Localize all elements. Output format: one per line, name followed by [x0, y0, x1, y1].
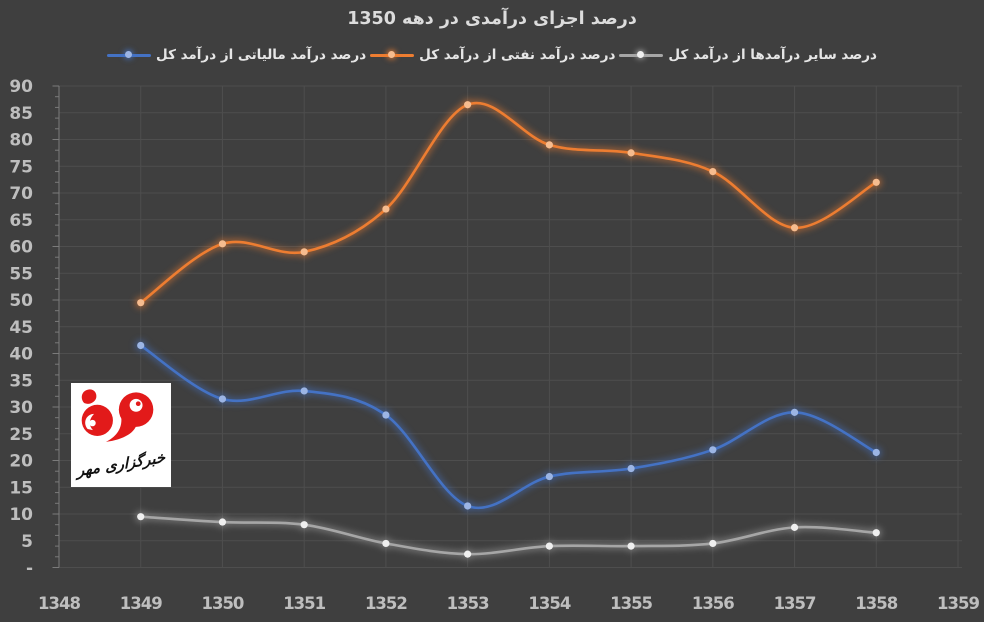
data-point-marker [300, 387, 308, 395]
svg-text:1358: 1358 [855, 594, 897, 613]
data-point-marker [709, 446, 717, 454]
series-path [139, 344, 878, 510]
legend-label-other-income: درصد سایر درآمدها از درآمد کل [668, 47, 877, 63]
legend-item-oil-income: درصد درآمد نفتی از درآمد کل [370, 47, 615, 63]
series-line [135, 339, 882, 512]
data-point-marker [545, 141, 553, 149]
svg-text:45: 45 [9, 318, 33, 338]
series-line [135, 99, 882, 309]
svg-text:5: 5 [21, 532, 33, 552]
svg-text:90: 90 [9, 77, 33, 97]
svg-text:1355: 1355 [610, 594, 652, 613]
mehr-news-watermark: خبرگزاری مهر [71, 383, 171, 487]
svg-text:10: 10 [9, 505, 33, 525]
series-path [139, 515, 878, 556]
svg-text:1353: 1353 [447, 594, 489, 613]
data-point-marker [218, 518, 227, 526]
svg-text:1359: 1359 [937, 594, 979, 613]
data-point-marker [382, 539, 390, 548]
svg-text:1354: 1354 [528, 594, 570, 613]
data-point-marker [790, 408, 799, 416]
data-point-marker [218, 240, 227, 248]
svg-text:1357: 1357 [774, 594, 816, 613]
data-point-marker [464, 502, 472, 510]
mehr-agency-name: خبرگزاری مهر [76, 447, 166, 481]
data-point-marker [627, 149, 635, 157]
svg-text:1356: 1356 [692, 594, 734, 613]
legend-label-oil-income: درصد درآمد نفتی از درآمد کل [419, 47, 616, 63]
svg-text:40: 40 [9, 345, 33, 365]
mehr-logo-emblem-icon [81, 389, 154, 442]
svg-text:20: 20 [9, 452, 33, 472]
svg-text:1350: 1350 [201, 594, 243, 613]
y-axis [52, 85, 60, 568]
data-point-marker [872, 448, 880, 457]
svg-text:55: 55 [9, 264, 33, 284]
data-point-marker [300, 248, 308, 256]
x-axis-labels: 1348 1349 1350 1351 1352 1353 1354 1355 1356 1357… [38, 594, 980, 613]
data-point-marker [872, 178, 880, 186]
line-dot-marker-icon [107, 50, 152, 60]
svg-text:25: 25 [9, 425, 33, 445]
y-axis-labels: 90 85 80 75 70 65 60 55 50 45 40 35 30 25 20 15 10 5 - [9, 77, 33, 579]
svg-text:60: 60 [9, 238, 33, 258]
gridlines [58, 85, 962, 568]
svg-text:1352: 1352 [365, 594, 407, 613]
data-point-marker [872, 529, 880, 537]
legend-item-other-income: درصد سایر درآمدها از درآمد کل [619, 47, 877, 63]
data-point-marker [464, 101, 472, 109]
data-point-marker [382, 205, 390, 213]
data-point-marker [709, 168, 717, 176]
legend-label-tax-income: درصد درآمد مالیاتی از درآمد کل [156, 47, 367, 63]
svg-text:30: 30 [9, 398, 33, 418]
data-point-marker [545, 472, 553, 481]
svg-text:75: 75 [9, 157, 33, 177]
chart-title: درصد اجزای درآمدی در دهه 1350 [347, 9, 637, 29]
series-line [135, 511, 882, 560]
data-point-marker [790, 224, 799, 232]
svg-text:1348: 1348 [38, 594, 80, 613]
data-point-marker [627, 464, 635, 473]
data-point-marker [464, 550, 472, 558]
data-point-marker [627, 542, 635, 550]
data-point-marker [382, 411, 390, 419]
data-point-marker [137, 513, 145, 521]
svg-text:-: - [26, 559, 33, 579]
data-point-marker [790, 523, 799, 531]
chart-legend: درصد سایر درآمدها از درآمد کل درصد درآمد… [0, 42, 984, 68]
data-point-marker [709, 539, 717, 548]
svg-text:1351: 1351 [283, 594, 325, 613]
svg-text:35: 35 [9, 371, 33, 391]
legend-item-tax-income: درصد درآمد مالیاتی از درآمد کل [107, 47, 366, 63]
svg-text:85: 85 [9, 104, 33, 124]
line-dot-marker-icon [370, 50, 415, 60]
data-point-marker [300, 521, 308, 529]
svg-text:80: 80 [9, 131, 33, 151]
data-point-marker [545, 542, 553, 550]
svg-text:50: 50 [9, 291, 33, 311]
svg-text:65: 65 [9, 211, 33, 231]
svg-text:15: 15 [9, 478, 33, 498]
data-point-marker [137, 341, 145, 350]
data-point-marker [137, 299, 145, 307]
data-point-marker [218, 395, 227, 403]
svg-text:1349: 1349 [120, 594, 162, 613]
svg-text:70: 70 [9, 184, 33, 204]
line-dot-marker-icon [619, 50, 664, 60]
series-path [139, 101, 878, 304]
